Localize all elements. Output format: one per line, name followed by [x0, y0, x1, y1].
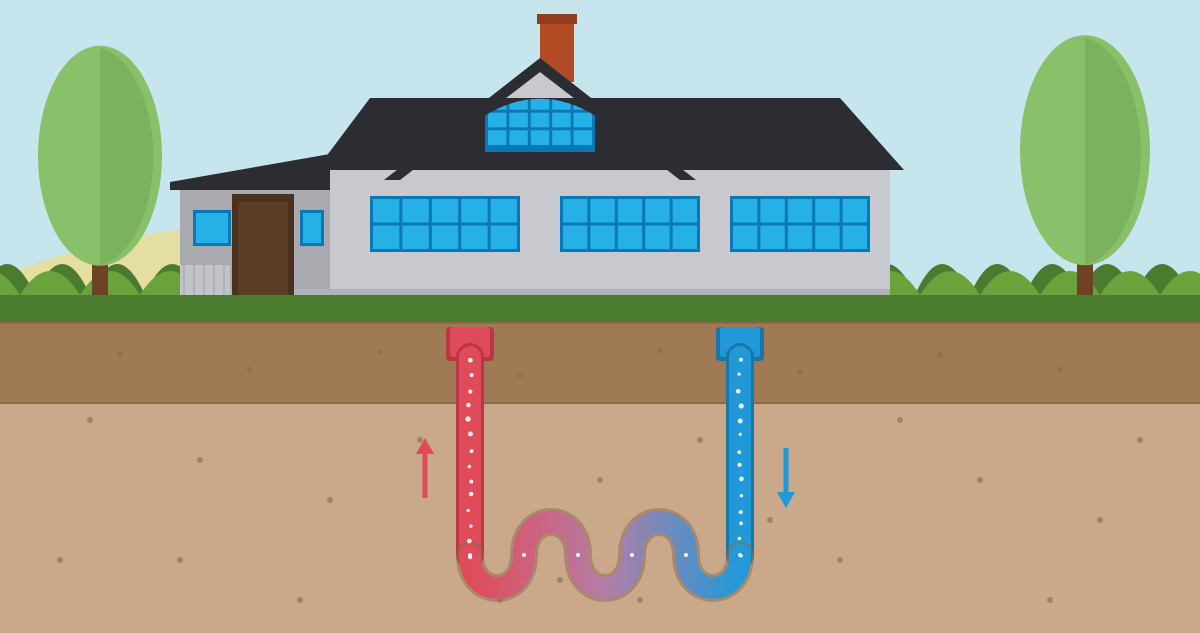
grass — [0, 295, 1200, 323]
soil-top — [0, 323, 1200, 403]
geothermal-diagram — [0, 0, 1200, 633]
